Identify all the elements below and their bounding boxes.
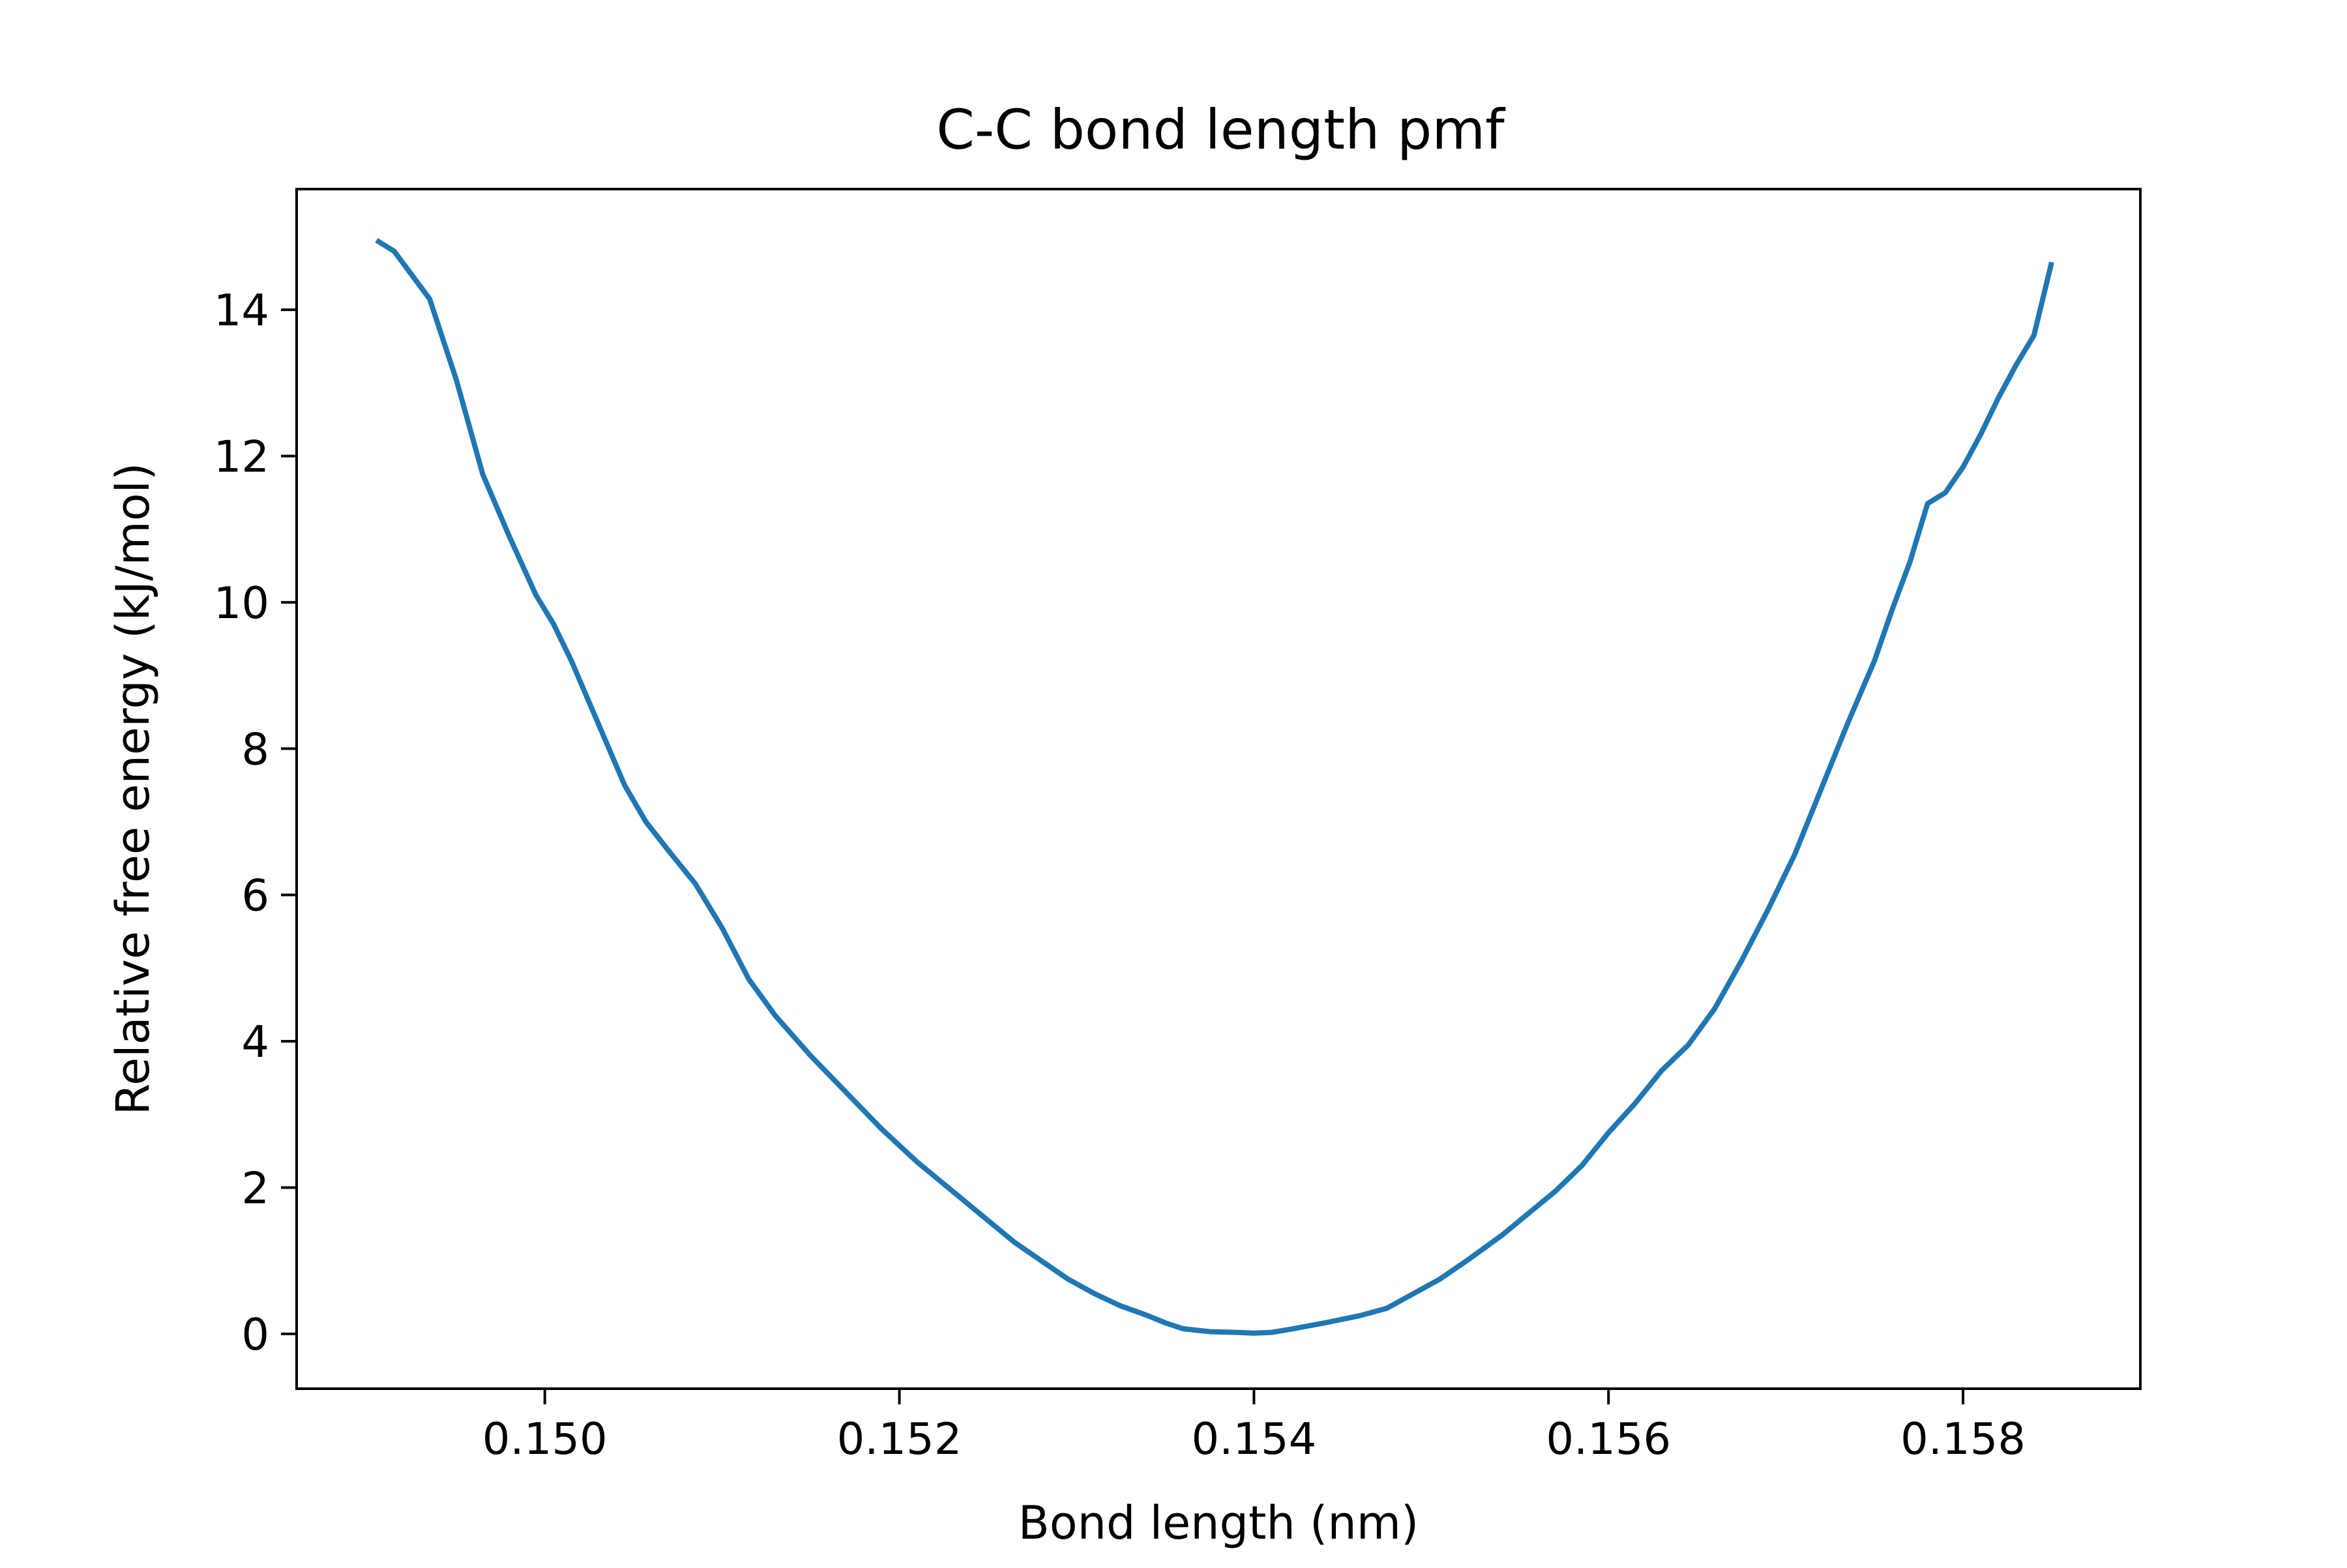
y-tick-label: 14: [214, 285, 269, 336]
y-axis-label: Relative free energy (kJ/mol): [106, 463, 160, 1116]
series-layer: [375, 238, 2054, 1336]
y-tick-label: 8: [241, 724, 269, 775]
plot-frame: [295, 188, 2142, 1390]
y-axis-ticks: 0 2 4 6 8 10 12 14: [214, 285, 297, 1360]
x-tick-label: 0.158: [1900, 1413, 2026, 1464]
y-tick-label: 10: [214, 578, 269, 629]
x-tick-label: 0.154: [1191, 1413, 1316, 1464]
x-axis-ticks: 0.150 0.152 0.154 0.156 0.158: [482, 1389, 2026, 1464]
y-tick-label: 12: [214, 432, 269, 482]
y-tick-label: 0: [241, 1309, 269, 1360]
x-tick-label: 0.156: [1546, 1413, 1671, 1464]
y-tick-label: 4: [241, 1016, 269, 1067]
y-tick-label: 2: [241, 1162, 269, 1213]
x-axis-label: Bond length (nm): [1018, 1496, 1419, 1550]
x-tick-label: 0.152: [837, 1413, 962, 1464]
x-tick-label: 0.150: [482, 1413, 608, 1464]
chart-title: C-C bond length pmf: [936, 98, 1506, 162]
y-tick-label: 6: [241, 870, 269, 921]
pmf-line: [375, 238, 2054, 1336]
